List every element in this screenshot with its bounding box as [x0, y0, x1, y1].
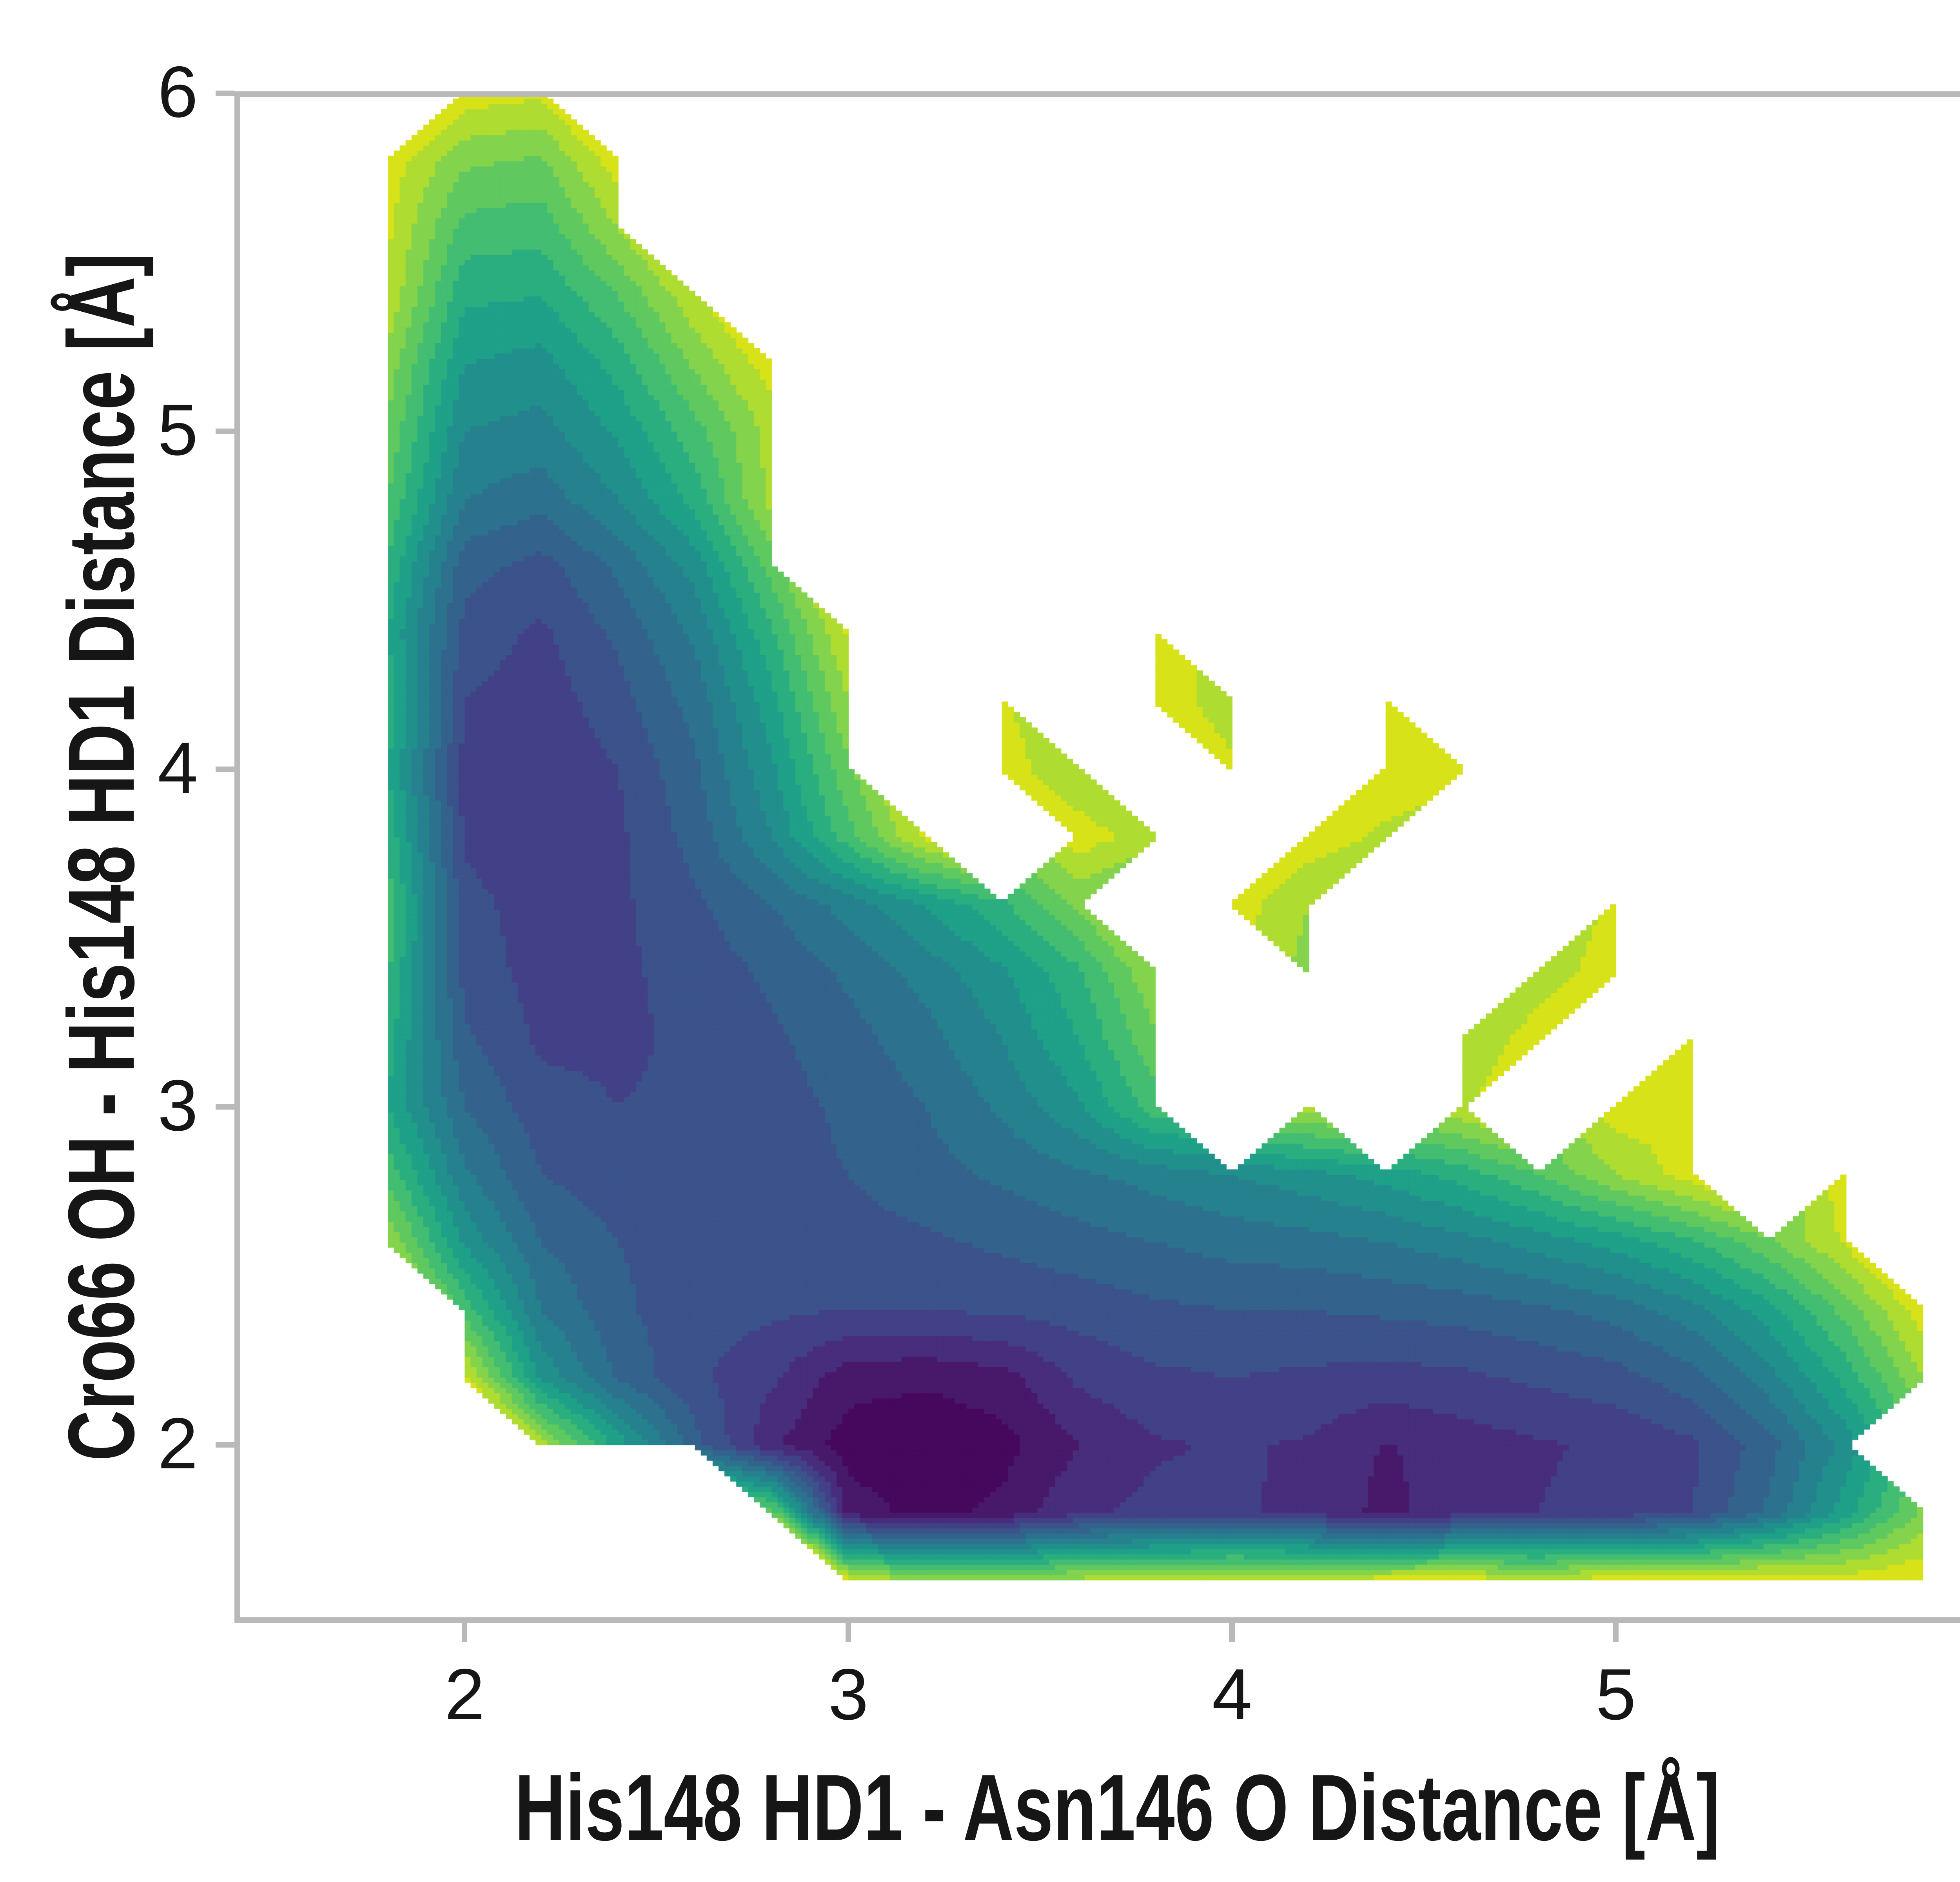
y-tick-label: 3	[158, 1065, 198, 1146]
x-tick-label: 6	[1902, 1659, 1960, 1731]
y-tick-label: 6	[158, 52, 198, 133]
x-tick-label: 5	[1595, 1654, 1636, 1735]
y-tick-label: 2	[158, 1403, 198, 1484]
x-tick-label: 2	[444, 1654, 485, 1735]
x-tick-label: 3	[828, 1654, 869, 1735]
y-axis-title: Cro66 OH - His148 HD1 Distance [Å]	[49, 253, 154, 1461]
x-tick-label: 4	[1212, 1654, 1252, 1735]
y-tick-mark	[216, 1442, 234, 1448]
x-tick-mark	[1229, 1623, 1235, 1642]
x-axis-title: His148 HD1 - Asn146 O Distance [Å]	[514, 1755, 1720, 1860]
x-tick-mark	[1613, 1623, 1619, 1642]
y-tick-mark	[216, 1104, 234, 1110]
plot-area	[234, 91, 1960, 1623]
y-tick-mark	[216, 766, 234, 772]
y-tick-label: 4	[158, 727, 198, 808]
y-tick-mark	[216, 428, 234, 434]
x-tick-mark	[462, 1623, 468, 1642]
y-tick-mark	[216, 91, 234, 96]
contour-plot-canvas	[234, 91, 1960, 1623]
y-tick-label: 5	[158, 389, 198, 470]
x-tick-mark	[846, 1623, 851, 1642]
